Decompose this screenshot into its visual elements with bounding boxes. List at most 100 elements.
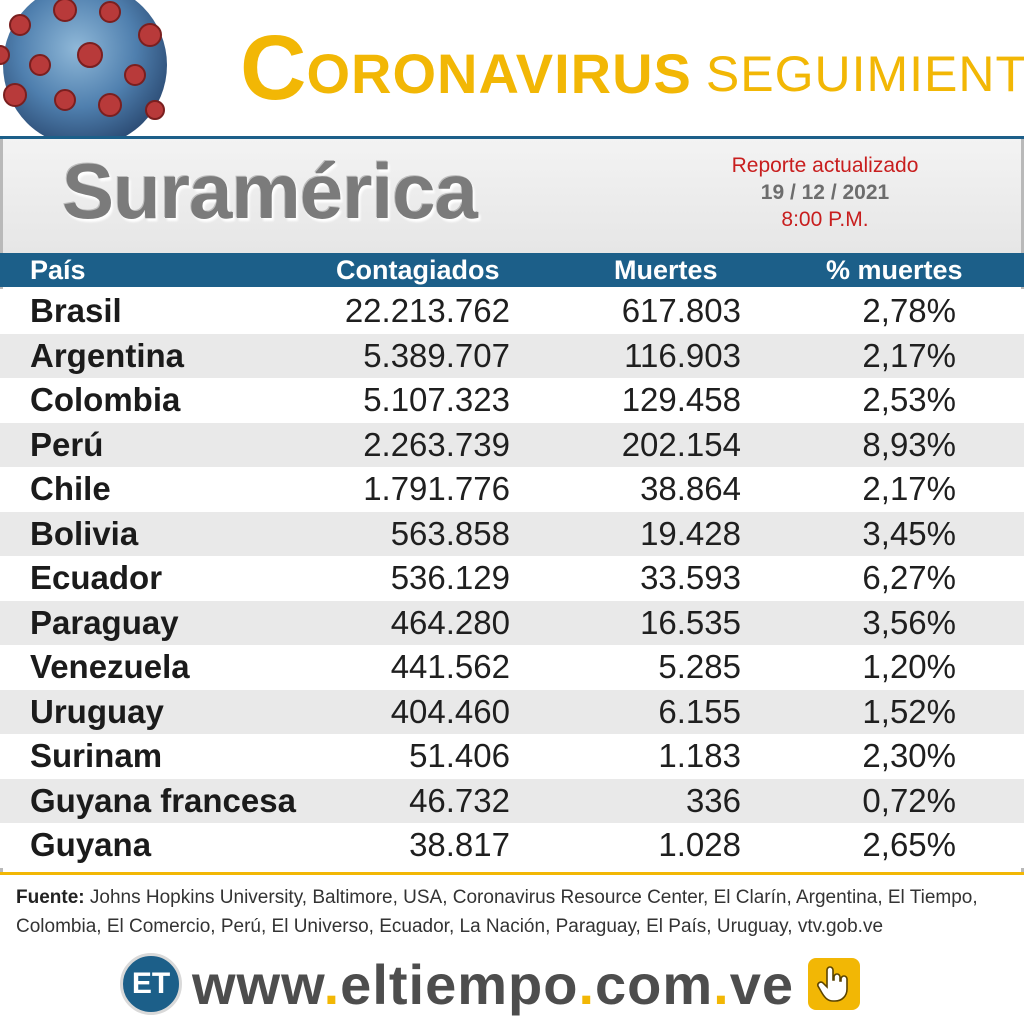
source-label: Fuente: — [16, 887, 85, 908]
cases-cell: 404.460 — [390, 692, 510, 730]
country-cell: Argentina — [30, 336, 185, 374]
table-row: Brasil 22.213.762 617.803 2,78% — [0, 289, 1024, 334]
url-dot: . — [323, 952, 341, 1016]
deaths-cell: 129.458 — [621, 381, 741, 419]
cases-cell: 5.389.707 — [363, 336, 510, 374]
table-row: Perú 2.263.739 202.154 8,93% — [0, 422, 1024, 467]
et-logo-icon: ET — [120, 953, 182, 1015]
table-row: Guyana 38.817 1.028 2,65% — [0, 823, 1024, 868]
header-divider — [0, 136, 1024, 139]
table-header: País Contagiados Muertes % muertes — [0, 253, 1024, 287]
deaths-cell: 33.593 — [640, 559, 741, 597]
country-cell: Bolivia — [30, 514, 139, 552]
website-url[interactable]: www.eltiempo.com.ve — [192, 952, 794, 1017]
title-secondary: SEGUIMIENTO — [705, 46, 1024, 102]
title-main: ORONAVIRUS — [306, 42, 692, 105]
table-row: Surinam 51.406 1.183 2,30% — [0, 734, 1024, 779]
hand-click-icon — [808, 958, 861, 1010]
death-pct-cell: 0,72% — [862, 781, 956, 819]
table-row: Paraguay 464.280 16.535 3,56% — [0, 600, 1024, 645]
death-pct-cell: 6,27% — [862, 559, 956, 597]
virus-icon — [0, 0, 167, 147]
title-first-letter: C — [240, 17, 307, 119]
country-cell: Surinam — [30, 737, 163, 775]
table-row: Ecuador 536.129 33.593 6,27% — [0, 556, 1024, 601]
stats-table: País Contagiados Muertes % muertes Brasi… — [0, 253, 1024, 868]
url-dot: . — [578, 952, 595, 1016]
deaths-cell: 5.285 — [658, 648, 741, 686]
country-cell: Perú — [30, 425, 104, 463]
table-row: Uruguay 404.460 6.155 1,52% — [0, 689, 1024, 734]
country-cell: Chile — [30, 470, 111, 508]
url-part: eltiempo — [340, 952, 579, 1016]
country-cell: Colombia — [30, 381, 181, 419]
deaths-cell: 16.535 — [640, 603, 741, 641]
death-pct-cell: 3,45% — [862, 514, 956, 552]
death-pct-cell: 8,93% — [862, 425, 956, 463]
death-pct-cell: 2,17% — [862, 336, 956, 374]
country-cell: Ecuador — [30, 559, 163, 597]
source-text: Johns Hopkins University, Baltimore, USA… — [16, 887, 978, 937]
cases-cell: 51.406 — [409, 737, 510, 775]
deaths-cell: 19.428 — [640, 514, 741, 552]
header: CORONAVIRUSSEGUIMIENTO — [0, 0, 1024, 147]
table-body: Brasil 22.213.762 617.803 2,78% Argentina 5.3… — [0, 289, 1024, 868]
url-dot: . — [713, 952, 730, 1016]
table-row: Venezuela 441.562 5.285 1,20% — [0, 645, 1024, 690]
table-row: Guyana francesa 46.732 336 0,72% — [0, 778, 1024, 823]
cases-cell: 464.280 — [390, 603, 510, 641]
country-cell: Paraguay — [30, 603, 179, 641]
header-deaths: Muertes — [614, 254, 718, 285]
page-title: CORONAVIRUSSEGUIMIENTO — [240, 22, 1024, 114]
deaths-cell: 1.028 — [658, 826, 741, 864]
cases-cell: 46.732 — [409, 781, 510, 819]
deaths-cell: 617.803 — [621, 292, 741, 330]
region-title: Suramérica — [62, 147, 478, 235]
death-pct-cell: 1,20% — [862, 648, 956, 686]
table-row: Bolivia 563.858 19.428 3,45% — [0, 511, 1024, 556]
report-label: Reporte actualizado — [731, 154, 919, 177]
cases-cell: 2.263.739 — [363, 425, 510, 463]
death-pct-cell: 2,53% — [862, 381, 956, 419]
brand-footer: ET www.eltiempo.com.ve — [120, 952, 861, 1017]
death-pct-cell: 3,56% — [862, 603, 956, 641]
death-pct-cell: 2,65% — [862, 826, 956, 864]
url-part: ve — [729, 952, 795, 1016]
deaths-cell: 38.864 — [640, 470, 741, 508]
header-death-pct: % muertes — [826, 254, 963, 285]
death-pct-cell: 2,30% — [862, 737, 956, 775]
source-note: Fuente: Johns Hopkins University, Baltim… — [16, 883, 1011, 941]
deaths-cell: 6.155 — [658, 692, 741, 730]
death-pct-cell: 1,52% — [862, 692, 956, 730]
cases-cell: 1.791.776 — [363, 470, 510, 508]
report-info: Reporte actualizado 19 / 12 / 2021 8:00 … — [700, 152, 950, 233]
country-cell: Guyana francesa — [30, 781, 296, 819]
deaths-cell: 116.903 — [624, 336, 741, 374]
cases-cell: 563.858 — [390, 514, 510, 552]
country-cell: Guyana — [30, 826, 152, 864]
cases-cell: 5.107.323 — [363, 381, 510, 419]
table-row: Chile 1.791.776 38.864 2,17% — [0, 467, 1024, 512]
country-cell: Brasil — [30, 292, 122, 330]
cases-cell: 536.129 — [390, 559, 510, 597]
death-pct-cell: 2,78% — [862, 292, 956, 330]
cases-cell: 38.817 — [409, 826, 510, 864]
deaths-cell: 336 — [685, 781, 741, 819]
url-part: com — [595, 952, 714, 1016]
table-row: Colombia 5.107.323 129.458 2,53% — [0, 378, 1024, 423]
footer-divider — [0, 872, 1024, 875]
country-cell: Uruguay — [30, 692, 164, 730]
country-cell: Venezuela — [30, 648, 190, 686]
url-part: www — [192, 952, 324, 1016]
cases-cell: 22.213.762 — [344, 292, 510, 330]
region-band — [0, 139, 1024, 253]
table-row: Argentina 5.389.707 116.903 2,17% — [0, 333, 1024, 378]
report-date: 19 / 12 / 2021 — [760, 181, 890, 204]
header-country: País — [30, 254, 86, 285]
deaths-cell: 202.154 — [621, 425, 741, 463]
cases-cell: 441.562 — [390, 648, 510, 686]
report-time: 8:00 P.M. — [781, 208, 869, 231]
header-cases: Contagiados — [336, 254, 500, 285]
death-pct-cell: 2,17% — [862, 470, 956, 508]
deaths-cell: 1.183 — [658, 737, 741, 775]
